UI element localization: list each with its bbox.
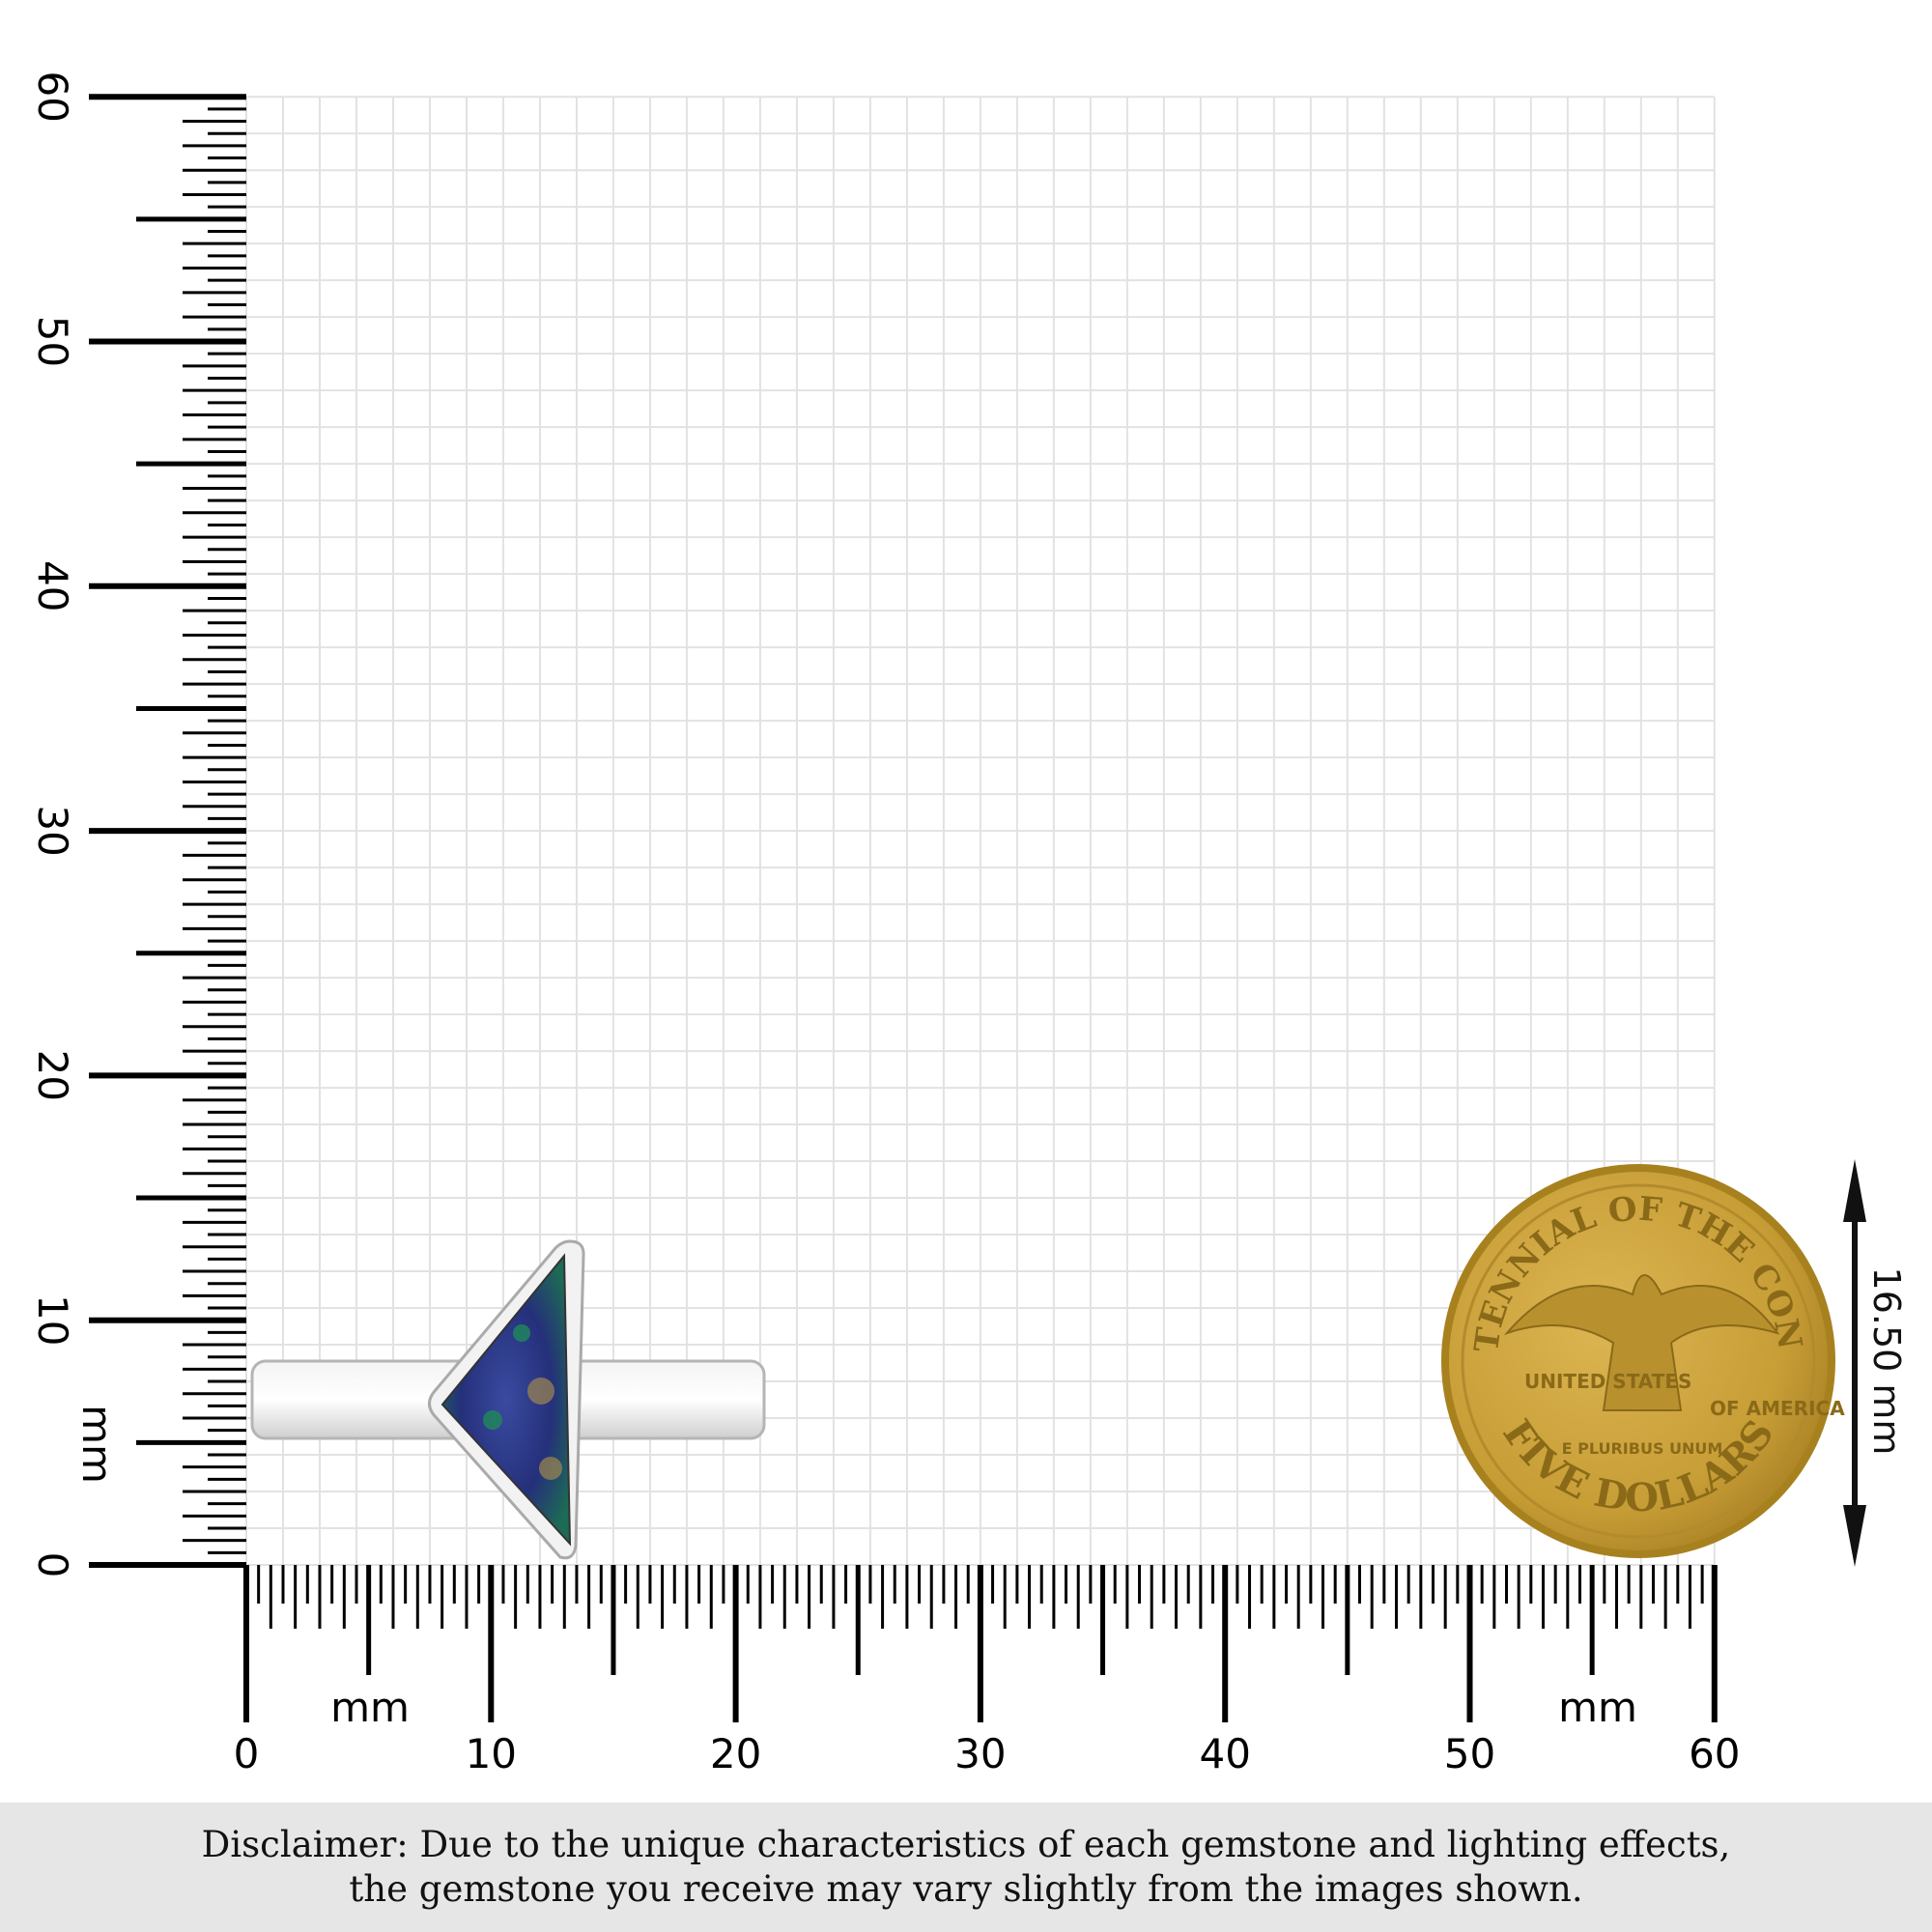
coin: BICENTENNIAL OF THE CONGRESS FIVE DOLLAR… xyxy=(0,0,1845,1558)
x-ruler-label: 10 xyxy=(466,1730,517,1777)
dimension-arrow: 16.50 mm xyxy=(1843,1159,1908,1567)
x-ruler-label: 20 xyxy=(710,1730,761,1777)
disclaimer-banner: Disclaimer: Due to the unique characteri… xyxy=(0,1803,1932,1932)
eagle-icon xyxy=(1503,1274,1780,1411)
y-ruler-label: 50 xyxy=(29,316,76,367)
y-ruler-label: 10 xyxy=(29,1294,76,1346)
y-ruler-label: 60 xyxy=(29,71,76,122)
coin-top-text: BICENTENNIAL OF THE CONGRESS xyxy=(0,0,1809,1354)
x-ruler-label: 60 xyxy=(1689,1730,1740,1777)
x-ruler-label: 40 xyxy=(1199,1730,1250,1777)
svg-text:BICENTENNIAL OF THE CONGRESS: BICENTENNIAL OF THE CONGRESS xyxy=(0,0,1809,1354)
gemstone xyxy=(440,1253,572,1547)
ring xyxy=(250,1239,766,1560)
x-unit-label: mm xyxy=(330,1684,410,1731)
y-ruler-label: 20 xyxy=(29,1050,76,1101)
y-ruler-label: 40 xyxy=(29,560,76,611)
x-ruler-label: 0 xyxy=(234,1730,260,1777)
x-unit-label: mm xyxy=(1558,1684,1637,1731)
disclaimer-line-2: the gemstone you receive may vary slight… xyxy=(349,1868,1583,1910)
y-ruler-label: 0 xyxy=(29,1552,76,1578)
dimension-label: 16.50 mm xyxy=(1865,1267,1908,1456)
coin-left-text: UNITED STATES xyxy=(1524,1370,1691,1393)
x-ruler-label: 30 xyxy=(954,1730,1006,1777)
y-unit-label: mm xyxy=(73,1405,121,1484)
disclaimer-line-1: Disclaimer: Due to the unique characteri… xyxy=(201,1824,1731,1865)
coin-motto: E PLURIBUS UNUM xyxy=(1562,1439,1723,1458)
x-ruler-label: 50 xyxy=(1444,1730,1495,1777)
coin-right-text: OF AMERICA xyxy=(1710,1397,1845,1420)
y-ruler-label: 30 xyxy=(29,805,76,856)
